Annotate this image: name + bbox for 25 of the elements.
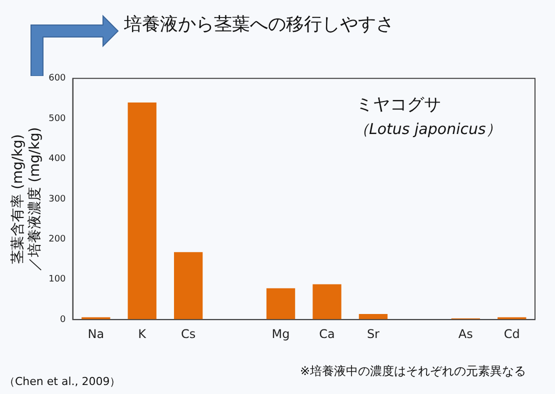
- x-tick-label: Cs: [181, 326, 196, 341]
- text: ※培養液中の濃度はそれぞれの元素異なる: [300, 363, 526, 380]
- text: （Chen et al., 2009）: [4, 374, 121, 389]
- x-tick-label: Na: [88, 326, 104, 341]
- chart-title: 培養液から茎葉への移行しやすさ: [124, 13, 394, 36]
- y-axis-title: 茎葉含有率 (mg/kg) ／培養液濃度 (mg/kg): [10, 127, 43, 271]
- annotation: （Lotus japonicus）: [354, 120, 501, 139]
- x-tick-label: Ca: [319, 326, 335, 341]
- y-tick-label: 600: [48, 74, 66, 84]
- bar: [128, 102, 156, 320]
- y-tick-label: 200: [48, 234, 66, 245]
- y-tick-label: 300: [48, 194, 66, 204]
- y-tick-label: 400: [48, 154, 66, 164]
- bar: [312, 284, 342, 320]
- y-tick-label: 0: [60, 314, 66, 325]
- bar: [266, 288, 296, 320]
- x-tick-label: Mg: [272, 326, 290, 341]
- y-tick-label: 500: [48, 114, 66, 124]
- bar: [174, 252, 203, 320]
- annotation: ミヤコグサ: [356, 94, 441, 116]
- x-tick-label: As: [458, 326, 473, 341]
- x-tick-label: Sr: [366, 326, 380, 341]
- y-tick-label: 100: [48, 274, 66, 285]
- x-tick-label: K: [138, 326, 148, 341]
- x-tick-label: Cd: [504, 326, 520, 341]
